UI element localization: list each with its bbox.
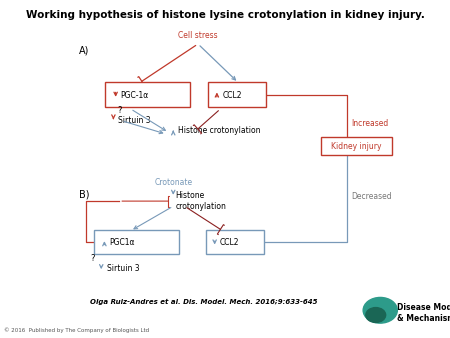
- Text: Working hypothesis of histone lysine crotonylation in kidney injury.: Working hypothesis of histone lysine cro…: [26, 10, 424, 20]
- Text: © 2016  Published by The Company of Biologists Ltd: © 2016 Published by The Company of Biolo…: [4, 327, 149, 333]
- Text: PGC1α: PGC1α: [109, 238, 135, 247]
- Text: Decreased: Decreased: [351, 192, 392, 200]
- Text: B): B): [79, 189, 89, 199]
- Text: Kidney injury: Kidney injury: [331, 142, 382, 150]
- FancyBboxPatch shape: [321, 137, 392, 155]
- FancyBboxPatch shape: [94, 230, 179, 254]
- Text: Sirtuin 3: Sirtuin 3: [118, 116, 150, 125]
- Circle shape: [366, 308, 386, 322]
- Text: Increased: Increased: [351, 119, 388, 128]
- Text: PGC-1α: PGC-1α: [121, 91, 149, 100]
- Text: Crotonate: Crotonate: [154, 177, 192, 187]
- Text: CCL2: CCL2: [222, 91, 242, 100]
- FancyBboxPatch shape: [105, 82, 190, 107]
- FancyBboxPatch shape: [208, 82, 266, 107]
- Text: CCL2: CCL2: [220, 238, 239, 247]
- Text: Olga Ruiz-Andres et al. Dis. Model. Mech. 2016;9:633-645: Olga Ruiz-Andres et al. Dis. Model. Mech…: [90, 299, 318, 305]
- FancyBboxPatch shape: [206, 230, 264, 254]
- Text: Sirtuin 3: Sirtuin 3: [107, 264, 139, 273]
- Text: Histone crotonylation: Histone crotonylation: [178, 126, 260, 135]
- Text: Disease Models
& Mechanisms: Disease Models & Mechanisms: [397, 303, 450, 322]
- Text: A): A): [79, 46, 89, 56]
- Text: ?: ?: [90, 254, 94, 263]
- Text: ?: ?: [117, 106, 122, 115]
- Text: Cell stress: Cell stress: [178, 31, 218, 40]
- Circle shape: [363, 297, 397, 323]
- Text: Histone
crotonylation: Histone crotonylation: [176, 191, 226, 211]
